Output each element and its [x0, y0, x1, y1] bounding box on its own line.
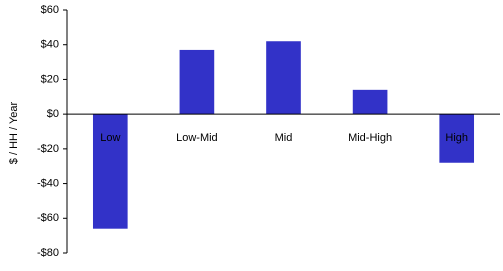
y-tick-label: -$40 — [37, 177, 59, 189]
x-tick-label: High — [445, 132, 468, 144]
y-tick-label: $0 — [47, 108, 59, 120]
bar — [439, 114, 475, 163]
y-tick-label: -$60 — [37, 212, 59, 224]
x-tick-label: Low-Mid — [176, 132, 218, 144]
bar — [352, 89, 388, 115]
y-tick-label: $40 — [41, 39, 59, 51]
bar — [92, 114, 128, 229]
x-tick-label: Mid — [275, 132, 293, 144]
y-axis-label: $ / HH / Year — [8, 101, 20, 164]
bar — [266, 41, 301, 115]
y-tick-label: $60 — [41, 4, 59, 16]
y-tick-label: -$80 — [37, 247, 59, 259]
bar — [179, 49, 215, 115]
y-tick-label: -$20 — [37, 143, 59, 155]
x-tick-label: Mid-High — [348, 132, 392, 144]
y-tick-label: $20 — [41, 73, 59, 85]
x-tick-label: Low — [100, 132, 120, 144]
